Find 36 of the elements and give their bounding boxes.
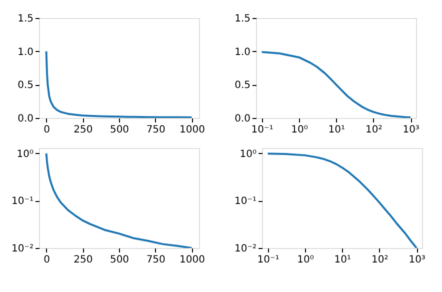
x-tick-label: 0 — [44, 124, 50, 136]
y-tick-label: 10⁻¹ — [234, 196, 256, 208]
x-tick-label: 10³ — [408, 254, 426, 266]
x-tick-label: 10⁻¹ — [257, 254, 280, 266]
y-tick-label: 0.5 — [18, 80, 34, 92]
x-tick-label: 500 — [110, 254, 130, 266]
x-tick-label: 1000 — [180, 124, 205, 136]
x-tick-label: 10² — [365, 124, 382, 136]
y-tick-label: 0.0 — [18, 114, 34, 124]
x-tick-label: 10¹ — [334, 254, 352, 266]
y-tick-label: 1.5 — [18, 14, 34, 24]
y-tick-label: 10⁻² — [234, 243, 256, 254]
y-tick-label: 1.0 — [234, 46, 250, 58]
y-tick-label: 10⁰ — [16, 148, 34, 160]
x-tick-label: 10³ — [402, 124, 420, 136]
line-series — [45, 50, 193, 118]
x-tick-label: 10⁰ — [291, 124, 308, 136]
y-tick-label: 0.0 — [234, 114, 250, 124]
x-tick-label: 500 — [110, 124, 130, 136]
x-tick-label: 0 — [44, 254, 50, 266]
x-tick-label: 750 — [146, 124, 166, 136]
x-tick-label: 1000 — [180, 254, 205, 266]
y-tick-label: 0.5 — [234, 80, 250, 92]
x-tick-label: 10¹ — [328, 124, 346, 136]
x-tick-label: 10² — [371, 254, 388, 266]
y-tick-label: 10⁻² — [11, 243, 34, 254]
y-tick-label: 10⁰ — [240, 148, 256, 160]
x-tick-label: 10⁰ — [297, 254, 314, 266]
y-tick-label: 1.0 — [18, 46, 34, 58]
x-tick-label: 750 — [146, 254, 166, 266]
x-tick-label: 250 — [74, 124, 93, 136]
x-tick-label: 250 — [74, 254, 93, 266]
y-tick-label: 1.5 — [234, 14, 250, 24]
x-tick-label: 10⁻¹ — [251, 124, 274, 136]
y-tick-label: 10⁻¹ — [11, 196, 34, 208]
line-series — [45, 152, 193, 248]
